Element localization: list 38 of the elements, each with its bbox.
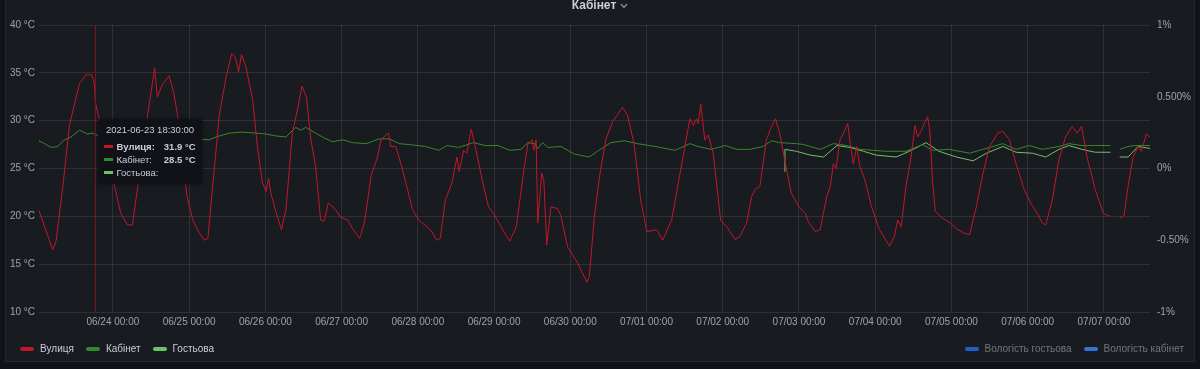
y-tick-label: 30 °C	[9, 114, 35, 126]
x-tick-label: 06/24 00:00	[86, 315, 140, 327]
legend-label: Вологість гостьова	[984, 343, 1072, 354]
x-tick-label: 06/26 00:00	[238, 315, 293, 327]
legend-label: Кабінет	[105, 343, 141, 354]
x-tick-label: 07/06 00:00	[1001, 315, 1055, 327]
annotation: Гостьова:	[116, 167, 159, 178]
x-tick-label: 06/30 00:00	[543, 315, 598, 327]
x-tick-label: 06/27 00:00	[315, 315, 369, 327]
y-tick-label: 20 °C	[9, 210, 35, 222]
y2-tick-label: -0.50%	[1157, 234, 1189, 245]
annotation: Кабінет:	[116, 154, 152, 165]
y2-tick-label: 1%	[1157, 18, 1172, 30]
y2-tick-label: -1%	[1157, 305, 1175, 317]
y-tick-label: 35 °C	[9, 66, 35, 78]
annotation: Вулиця:	[116, 141, 155, 152]
legend-label: Гостьова	[172, 343, 214, 354]
annotation: 28.5 °C	[162, 154, 196, 165]
annotation: 31.9 °C	[162, 141, 196, 152]
annotation: 2021-06-23 18:30:00	[104, 124, 196, 135]
x-tick-label: 07/03 00:00	[772, 315, 826, 327]
chart-title: Кабінет	[571, 0, 617, 12]
x-tick-label: 07/02 00:00	[696, 315, 750, 327]
x-tick-label: 06/28 00:00	[391, 315, 445, 327]
y-tick-label: 10 °C	[9, 305, 35, 317]
x-tick-label: 06/29 00:00	[467, 315, 521, 327]
y-tick-label: 15 °C	[9, 257, 35, 269]
x-tick-label: 07/07 00:00	[1077, 315, 1131, 327]
legend-label: Вологість кабінет	[1103, 343, 1184, 354]
x-tick-label: 07/01 00:00	[620, 315, 674, 327]
y2-tick-label: 0.500%	[1157, 90, 1192, 102]
y-tick-label: 25 °C	[9, 162, 35, 174]
x-tick-label: 06/25 00:00	[162, 315, 216, 327]
y2-tick-label: 0%	[1157, 162, 1172, 174]
x-tick-label: 07/04 00:00	[848, 315, 903, 327]
legend-label: Вулиця	[40, 343, 74, 354]
y-tick-label: 40 °C	[9, 18, 35, 30]
x-tick-label: 07/05 00:00	[925, 315, 979, 327]
